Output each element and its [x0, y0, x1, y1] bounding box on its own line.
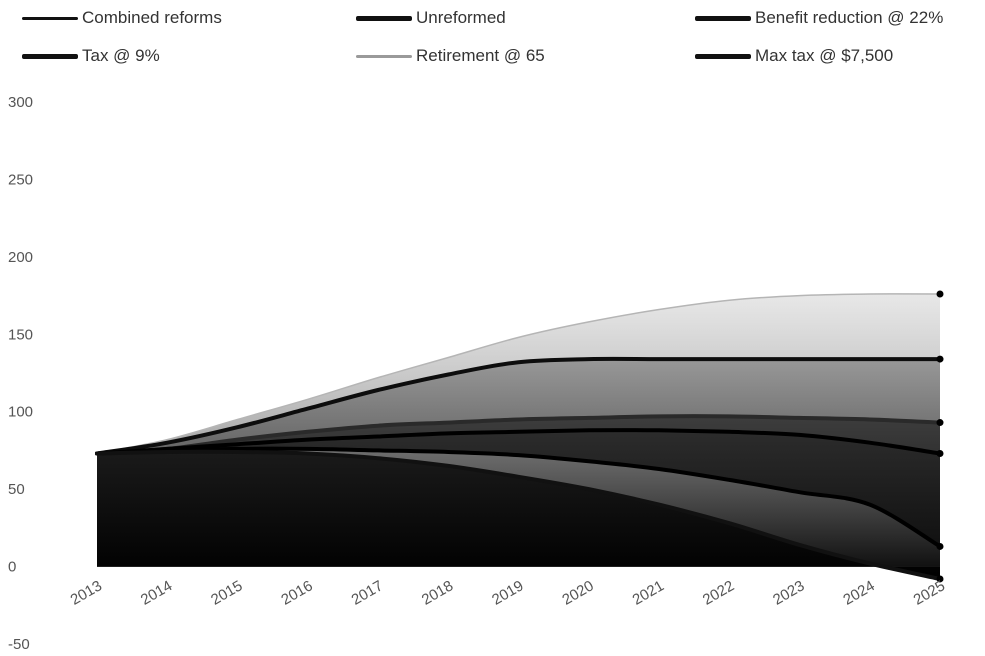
legend-item-unreformed[interactable]: Unreformed: [356, 6, 506, 30]
y-tick-label: 200: [8, 249, 33, 266]
legend-label: Combined reforms: [82, 8, 222, 27]
series-lines: [95, 290, 944, 583]
y-tick-label: 300: [8, 94, 33, 111]
line-max-tax-7-500: [95, 446, 942, 549]
legend-label: Retirement @ 65: [416, 46, 545, 65]
legend-item-combined-reforms[interactable]: Combined reforms: [22, 6, 222, 30]
end-point-retirement-65: [936, 290, 944, 298]
end-point-tax-9: [936, 450, 944, 458]
x-tick-label: 2024: [840, 577, 877, 608]
x-tick-label: 2022: [700, 577, 737, 608]
legend-item-retirement-65[interactable]: Retirement @ 65: [356, 44, 545, 68]
x-tick-label: 2015: [208, 577, 245, 608]
x-tick-label: 2013: [68, 577, 105, 608]
y-axis: 300 250 200 150 100 50 0 -50: [8, 94, 33, 653]
y-tick-label: 150: [8, 326, 33, 343]
x-axis: 2013 2014 2015 2016 2017 2018 2019 2020 2021 2022…: [68, 577, 948, 608]
y-tick-label: 50: [8, 481, 25, 498]
legend-item-benefit-reduction[interactable]: Benefit reduction @ 22%: [695, 6, 943, 30]
end-point-max-tax-7-500: [936, 542, 944, 550]
y-tick-label: 100: [8, 404, 33, 421]
end-point-benefit-reduction-22: [936, 355, 944, 363]
y-tick-label: -50: [8, 636, 30, 653]
legend-label: Benefit reduction @ 22%: [755, 8, 944, 27]
legend-swatch: [695, 53, 751, 59]
line-unreformed: [95, 449, 942, 581]
legend-label: Tax @ 9%: [82, 46, 160, 65]
x-tick-label: 2020: [559, 577, 596, 608]
legend-swatch: [356, 15, 412, 21]
x-tick-label: 2021: [630, 577, 667, 608]
x-tick-label: 2014: [138, 577, 175, 608]
x-tick-label: 2023: [770, 577, 807, 608]
legend-item-tax-9[interactable]: Tax @ 9%: [22, 44, 160, 68]
legend-swatch: [356, 54, 412, 58]
line-retirement-65: [96, 293, 941, 455]
legend-label: Unreformed: [416, 8, 506, 27]
x-tick-label: 2018: [419, 577, 456, 608]
x-tick-label: 2025: [911, 577, 948, 608]
y-tick-label: 0: [8, 559, 16, 576]
y-tick-label: 250: [8, 171, 33, 188]
x-tick-label: 2016: [278, 577, 315, 608]
area-unreformed: [97, 451, 940, 579]
legend-label: Max tax @ $7,500: [755, 46, 894, 65]
legend-swatch: [22, 53, 78, 59]
line-tax-9: [95, 428, 942, 456]
x-tick-label: 2019: [489, 577, 526, 608]
legend-swatch: [22, 16, 78, 20]
legend-item-max-tax[interactable]: Max tax @ $7,500: [695, 44, 893, 68]
series-areas: [97, 293, 940, 579]
end-point-combined-reforms: [936, 419, 944, 427]
line-combined-reforms: [95, 414, 942, 456]
line-benefit-reduction-22: [95, 356, 942, 456]
x-tick-label: 2017: [349, 577, 386, 608]
end-point-unreformed: [936, 575, 944, 583]
legend-swatch: [695, 15, 751, 21]
